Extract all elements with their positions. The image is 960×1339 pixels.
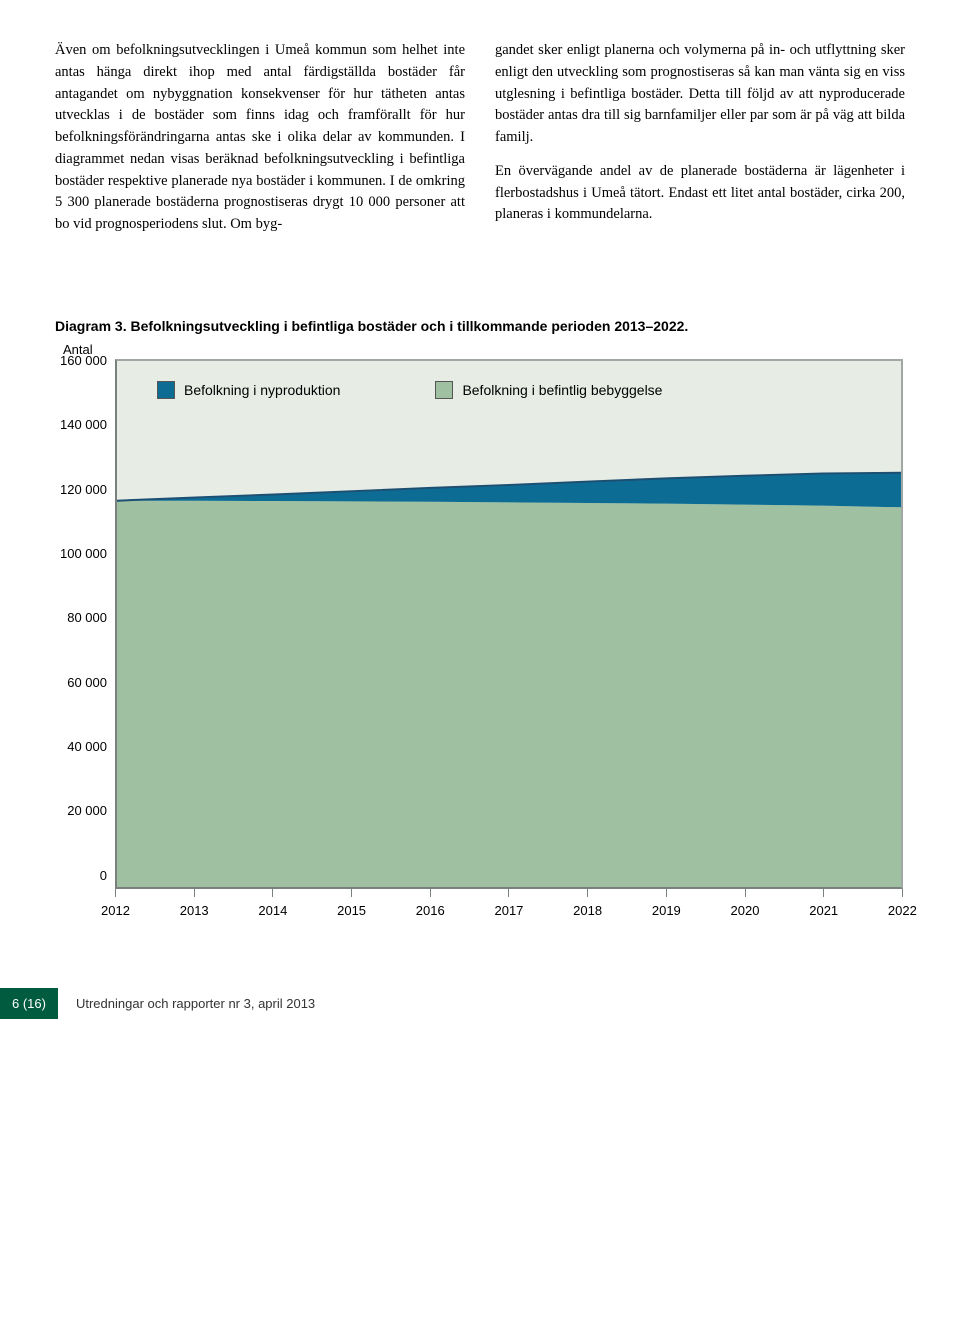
y-tick-label: 60 000 xyxy=(55,675,107,690)
y-tick-label: 120 000 xyxy=(55,482,107,497)
x-tick-label: 2021 xyxy=(823,903,824,918)
x-tick-label: 2022 xyxy=(902,903,903,918)
paragraph: Även om befolkningsutvecklingen i Umeå k… xyxy=(55,40,465,236)
x-tick-label: 2013 xyxy=(194,903,195,918)
y-tick-label: 40 000 xyxy=(55,739,107,754)
y-axis-ticks: 160 000140 000120 000100 00080 00060 000… xyxy=(55,359,115,889)
x-tick-label: 2014 xyxy=(272,903,273,918)
page-number-badge: 6 (16) xyxy=(0,988,58,1019)
legend-item-nyproduktion: Befolkning i nyproduktion xyxy=(157,381,340,399)
body-columns: Även om befolkningsutvecklingen i Umeå k… xyxy=(55,40,905,248)
x-tick-label: 2020 xyxy=(745,903,746,918)
x-tick-label: 2016 xyxy=(430,903,431,918)
plot-area: Befolkning i nyproduktion Befolkning i b… xyxy=(115,359,903,889)
page-footer: 6 (16) Utredningar och rapporter nr 3, a… xyxy=(0,988,960,1019)
y-tick-label: 100 000 xyxy=(55,546,107,561)
x-tick-label: 2018 xyxy=(587,903,588,918)
y-tick-label: 0 xyxy=(55,868,107,883)
legend-swatch-icon xyxy=(435,381,453,399)
column-left: Även om befolkningsutvecklingen i Umeå k… xyxy=(55,40,465,248)
chart-wrap: 160 000140 000120 000100 00080 00060 000… xyxy=(55,359,905,889)
x-tick-label: 2017 xyxy=(508,903,509,918)
legend-label: Befolkning i befintlig bebyggelse xyxy=(462,382,662,398)
y-tick-label: 20 000 xyxy=(55,803,107,818)
chart-section: Diagram 3. Befolkningsutveckling i befin… xyxy=(55,318,905,918)
chart-title: Diagram 3. Befolkningsutveckling i befin… xyxy=(55,318,905,334)
paragraph: En övervägande andel av de planerade bos… xyxy=(495,161,905,226)
legend-label: Befolkning i nyproduktion xyxy=(184,382,340,398)
legend-swatch-icon xyxy=(157,381,175,399)
x-tick-marks xyxy=(115,889,903,897)
x-tick-label: 2015 xyxy=(351,903,352,918)
y-tick-label: 80 000 xyxy=(55,610,107,625)
footer-text: Utredningar och rapporter nr 3, april 20… xyxy=(76,996,315,1011)
column-right: gandet sker enligt planerna och volymern… xyxy=(495,40,905,248)
legend-item-befintlig: Befolkning i befintlig bebyggelse xyxy=(435,381,662,399)
area-chart-svg xyxy=(117,361,901,887)
x-tick-label: 2019 xyxy=(666,903,667,918)
y-tick-label: 160 000 xyxy=(55,353,107,368)
x-tick-label: 2012 xyxy=(115,903,116,918)
y-axis-label: Antal xyxy=(55,342,905,357)
chart-legend: Befolkning i nyproduktion Befolkning i b… xyxy=(157,381,662,399)
paragraph: gandet sker enligt planerna och volymern… xyxy=(495,40,905,149)
y-tick-label: 140 000 xyxy=(55,417,107,432)
